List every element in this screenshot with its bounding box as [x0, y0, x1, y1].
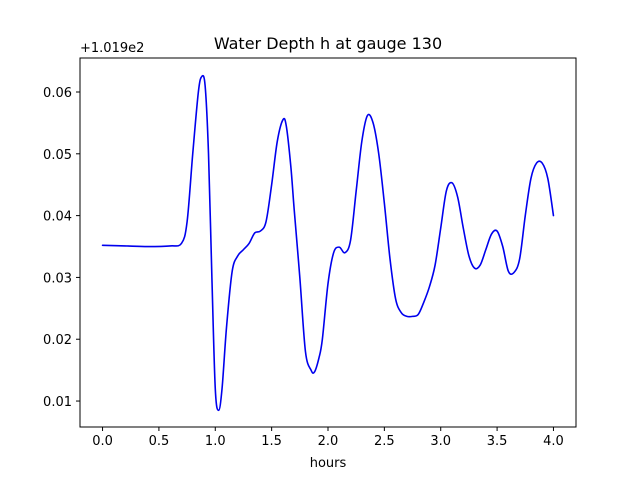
y-tick-label: 0.01 [43, 395, 72, 410]
y-axis-ticks: 0.01 0.02 0.03 0.04 0.05 0.06 [43, 86, 80, 410]
x-tick-label: 0.5 [149, 434, 170, 449]
x-axis-label: hours [310, 456, 347, 471]
x-tick-label: 1.5 [261, 434, 282, 449]
x-tick-label: 3.0 [430, 434, 451, 449]
series-line-water-depth [101, 74, 555, 412]
chart-title: Water Depth h at gauge 130 [214, 34, 442, 53]
x-tick-label: 0.0 [92, 434, 113, 449]
x-axis-ticks: 0.0 0.5 1.0 1.5 2.0 2.5 3.0 3.5 4.0 [92, 427, 564, 449]
y-tick-label: 0.06 [43, 86, 72, 101]
y-offset-label: +1.019e2 [80, 41, 144, 56]
x-tick-label: 4.0 [543, 434, 564, 449]
y-tick-label: 0.02 [43, 333, 72, 348]
y-tick-label: 0.05 [43, 148, 72, 163]
x-tick-label: 1.0 [205, 434, 226, 449]
x-tick-label: 3.5 [487, 434, 508, 449]
y-tick-label: 0.03 [43, 271, 72, 286]
y-tick-label: 0.04 [43, 210, 72, 225]
x-tick-label: 2.5 [374, 434, 395, 449]
x-tick-label: 2.0 [318, 434, 339, 449]
